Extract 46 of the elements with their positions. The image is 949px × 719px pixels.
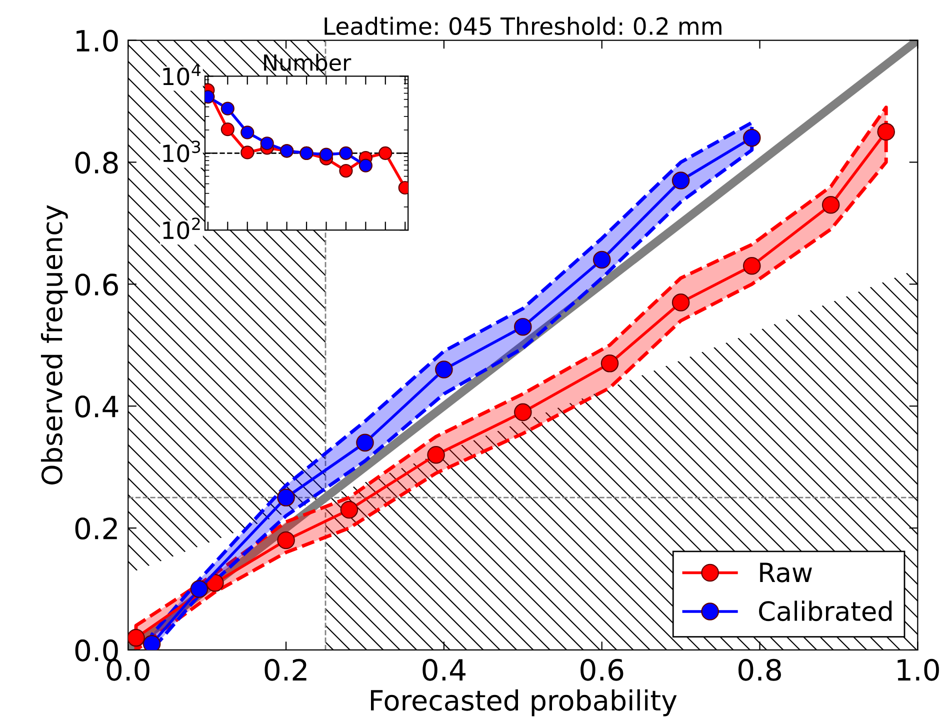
y-tick-label: 0.6 <box>75 274 118 296</box>
point <box>240 126 254 140</box>
point <box>877 122 895 141</box>
point <box>277 531 295 550</box>
point <box>672 294 690 312</box>
point <box>220 102 234 116</box>
y-tick-label: 0.4 <box>75 396 118 418</box>
chart-title: Leadtime: 045 Threshold: 0.2 mm <box>324 16 722 36</box>
x-tick-label: 0.4 <box>422 658 466 681</box>
point <box>514 318 532 336</box>
point <box>339 164 353 178</box>
point <box>340 500 358 519</box>
point <box>822 196 840 214</box>
point <box>378 146 392 160</box>
y-tick-label: 0.2 <box>75 517 117 540</box>
point <box>427 446 445 464</box>
point <box>277 488 295 506</box>
point <box>190 580 208 598</box>
y-axis-title: Observed frequency <box>40 205 68 484</box>
y-tick-label: 10$^{2}$ <box>163 218 200 240</box>
point <box>592 250 611 269</box>
y-tick-label: 1.0 <box>76 30 118 52</box>
point <box>600 354 619 372</box>
x-axis-title: Forecasted probability <box>370 689 677 716</box>
point <box>742 128 761 147</box>
point <box>672 172 690 190</box>
legend-label: Calibrated <box>759 600 892 622</box>
point <box>240 146 254 160</box>
point <box>339 146 353 160</box>
point <box>435 360 453 378</box>
point <box>356 434 374 452</box>
point <box>128 628 145 647</box>
y-tick-label: 0.8 <box>75 152 118 174</box>
point <box>220 122 234 136</box>
x-tick-label: 1.0 <box>898 658 939 681</box>
point <box>260 136 274 150</box>
point <box>319 148 334 162</box>
point <box>514 403 532 422</box>
y-tick-label: 10$^{3}$ <box>163 140 200 162</box>
point <box>742 256 761 275</box>
x-tick-label: 0.8 <box>738 658 781 681</box>
x-tick-label: 0.2 <box>264 658 306 681</box>
y-tick-label: 10$^{4}$ <box>163 64 201 86</box>
legend-label: Raw <box>760 562 812 582</box>
x-tick-label: 0.6 <box>580 658 624 681</box>
point <box>358 158 372 172</box>
